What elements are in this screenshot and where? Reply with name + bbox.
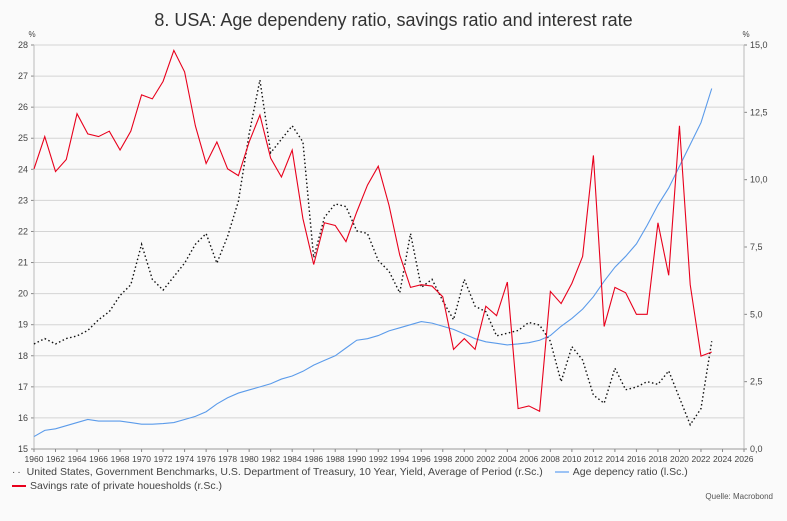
x-tick-label: 2020 (670, 454, 689, 464)
x-tick-label: 2024 (713, 454, 732, 464)
x-tick-label: 1976 (197, 454, 216, 464)
x-tick-label: 1988 (326, 454, 345, 464)
left-unit: % (28, 30, 35, 39)
x-tick-label: 2018 (648, 454, 667, 464)
legend-dotted-swatch: ·· (12, 466, 23, 478)
legend-item-yield: ·· United States, Government Benchmarks,… (12, 466, 688, 478)
source-note: Quelle: Macrobond (705, 492, 773, 501)
x-tick-label: 1968 (111, 454, 130, 464)
legend-label: Age depency ratio (l.Sc.) (572, 466, 688, 478)
left-tick-label: 17 (18, 382, 28, 392)
left-tick-label: 25 (18, 133, 28, 143)
chart-title: 8. USA: Age dependeny ratio, savings rat… (154, 10, 633, 30)
left-tick-label: 20 (18, 289, 28, 299)
left-tick-label: 28 (18, 40, 28, 50)
x-tick-label: 1960 (25, 454, 44, 464)
right-tick-label: 0,0 (750, 444, 763, 454)
left-tick-label: 23 (18, 195, 28, 205)
x-tick-label: 2002 (476, 454, 495, 464)
legend-red-swatch (12, 485, 26, 487)
x-tick-label: 2016 (627, 454, 646, 464)
x-tick-label: 1984 (283, 454, 302, 464)
x-tick-label: 1990 (347, 454, 366, 464)
x-tick-label: 1996 (412, 454, 431, 464)
left-tick-label: 21 (18, 258, 28, 268)
right-tick-label: 7,5 (750, 242, 763, 252)
left-tick-label: 18 (18, 351, 28, 361)
x-tick-label: 2006 (519, 454, 538, 464)
x-tick-label: 2008 (541, 454, 560, 464)
chart-plot: 15 16 17 18 19 20 21 22 23 24 25 26 27 28 0,0 2,5 5,0 7,5… (18, 30, 768, 464)
left-tick-label: 27 (18, 71, 28, 81)
x-tick-label: 1962 (46, 454, 65, 464)
left-tick-label: 15 (18, 444, 28, 454)
right-tick-label: 2,5 (750, 377, 763, 387)
legend-blue-swatch (554, 471, 569, 473)
right-tick-label: 12,5 (750, 107, 768, 117)
left-tick-label: 19 (18, 320, 28, 330)
x-tick-label: 1978 (218, 454, 237, 464)
legend-label: Savings rate of private houesholds (r.Sc… (30, 480, 223, 492)
legend-label: United States, Government Benchmarks, U.… (26, 466, 543, 478)
x-tick-label: 2022 (692, 454, 711, 464)
legend-item-savings: Savings rate of private houesholds (r.Sc… (12, 480, 222, 492)
x-tick-label: 1972 (154, 454, 173, 464)
left-tick-label: 16 (18, 413, 28, 423)
x-tick-label: 1970 (132, 454, 151, 464)
left-tick-label: 24 (18, 164, 28, 174)
right-unit: % (742, 30, 749, 39)
series-line-1 (33, 88, 713, 438)
x-tick-label: 2014 (605, 454, 624, 464)
series-line-0 (33, 79, 713, 427)
series-line-2 (33, 48, 712, 413)
x-tick-label: 1964 (68, 454, 87, 464)
right-tick-label: 15,0 (750, 40, 768, 50)
x-tick-label: 2004 (498, 454, 517, 464)
right-tick-label: 10,0 (750, 175, 768, 185)
right-tick-label: 5,0 (750, 309, 763, 319)
x-tick-label: 1974 (175, 454, 194, 464)
x-tick-label: 1998 (433, 454, 452, 464)
x-tick-label: 1982 (261, 454, 280, 464)
x-tick-label: 1992 (369, 454, 388, 464)
x-tick-label: 1986 (304, 454, 323, 464)
x-tick-label: 1980 (240, 454, 259, 464)
x-tick-label: 1966 (89, 454, 108, 464)
left-tick-label: 26 (18, 102, 28, 112)
x-tick-label: 2010 (562, 454, 581, 464)
x-tick-label: 2026 (735, 454, 754, 464)
x-tick-label: 2012 (584, 454, 603, 464)
x-tick-label: 1994 (390, 454, 409, 464)
left-tick-label: 22 (18, 226, 28, 236)
x-tick-label: 2000 (455, 454, 474, 464)
